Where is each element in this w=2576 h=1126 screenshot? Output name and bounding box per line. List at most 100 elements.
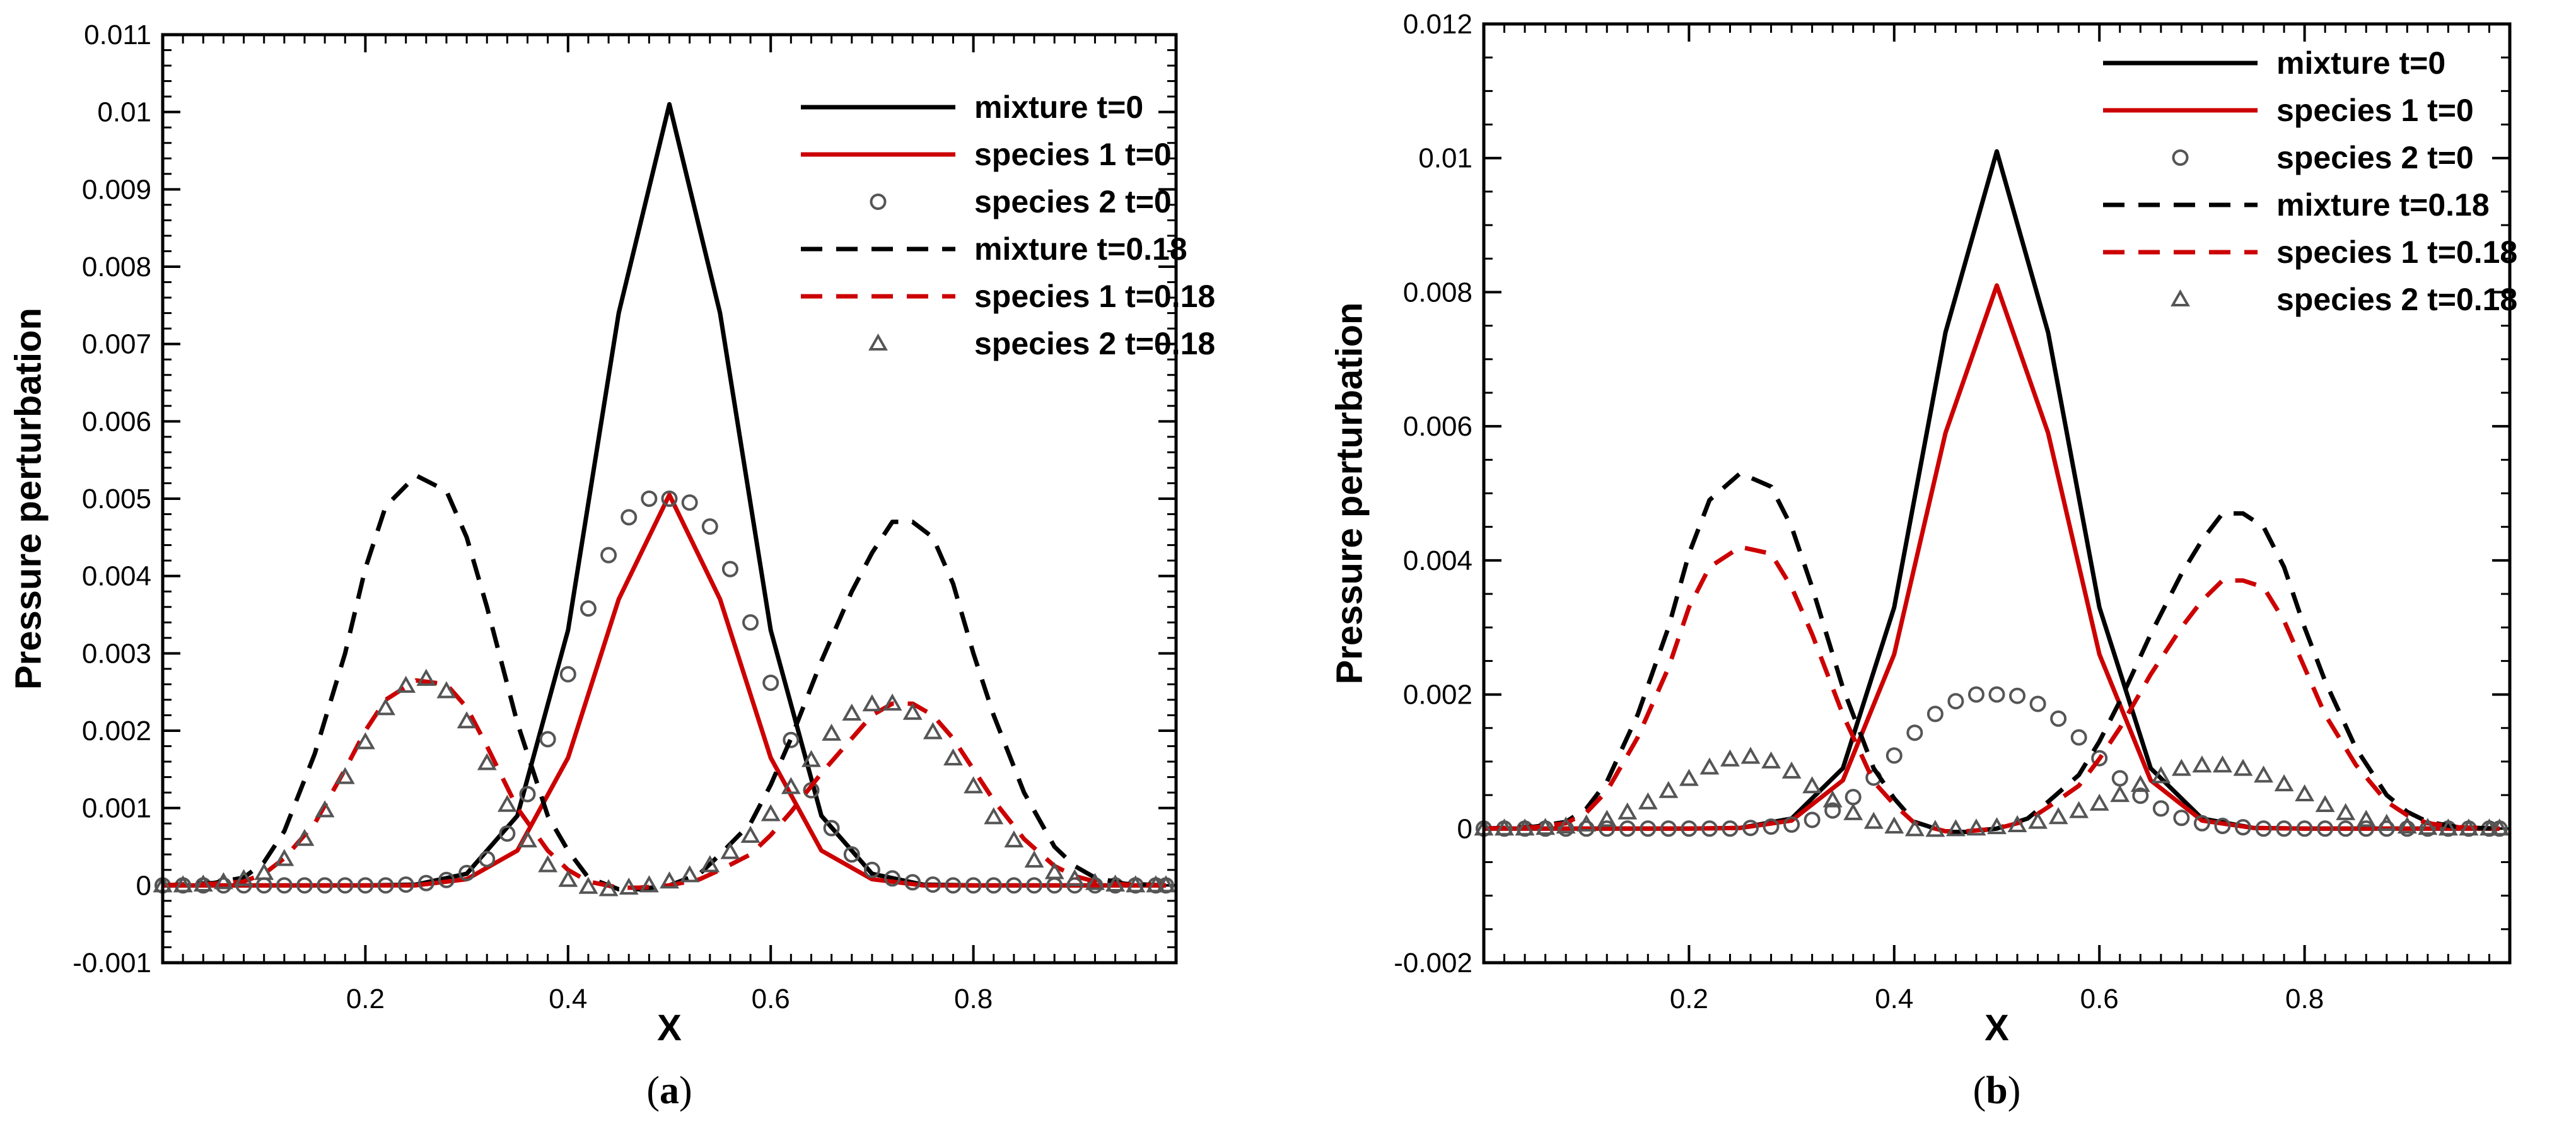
data-point-circle <box>2358 820 2375 837</box>
panel-label-b: (b) <box>1973 1069 2021 1112</box>
data-point-circle <box>539 731 556 748</box>
data-point-triangle <box>1576 814 1597 832</box>
data-point-triangle <box>254 862 274 880</box>
data-point-circle <box>701 518 718 535</box>
x-tick-label: 0.6 <box>2080 984 2119 1014</box>
data-point-triangle <box>2336 803 2356 820</box>
data-point-triangle <box>1843 803 1863 820</box>
data-point-circle <box>2132 787 2149 804</box>
data-point-triangle <box>740 825 761 843</box>
series-mixture-t-0-18 <box>162 473 1167 891</box>
data-point-triangle <box>1638 792 1658 810</box>
legend-item: species 2 t=0 <box>870 184 1172 219</box>
y-tick-label: 0 <box>1457 813 1472 844</box>
data-point-circle <box>1660 820 1677 837</box>
data-point-triangle <box>923 722 943 740</box>
data-point-triangle <box>2171 758 2191 776</box>
data-point-circle <box>2234 819 2251 836</box>
data-point-triangle <box>1597 810 1617 827</box>
data-point-triangle <box>2048 807 2068 825</box>
data-point-circle <box>1885 747 1903 764</box>
data-point-triangle <box>1720 749 1740 767</box>
data-point-triangle <box>1146 875 1166 893</box>
data-point-triangle <box>193 874 213 892</box>
data-point-circle <box>965 877 982 894</box>
data-point-triangle <box>2418 818 2438 835</box>
data-point-circle <box>904 874 921 891</box>
data-point-circle <box>1619 820 1636 837</box>
y-tick-label: 0.008 <box>1403 277 1472 308</box>
panel-letter-a: a <box>660 1069 679 1112</box>
data-point-triangle <box>2356 810 2376 827</box>
data-point-circle <box>621 509 638 526</box>
legend-item: species 1 t=0.18 <box>2103 235 2517 270</box>
legend-item: species 1 t=0 <box>2103 93 2474 128</box>
data-point-triangle <box>1556 816 1576 834</box>
data-point-triangle <box>660 871 679 889</box>
series-layer-b <box>1474 149 2510 837</box>
data-point-circle <box>499 825 516 842</box>
y-tick-label: -0.002 <box>1394 948 1472 978</box>
series-species-1-t-0-18 <box>162 678 1166 890</box>
series-species-2-t-0 <box>154 490 1174 894</box>
y-tick-label: 0.001 <box>82 793 151 824</box>
data-point-triangle <box>2028 811 2048 829</box>
data-point-circle <box>458 864 475 881</box>
data-point-triangle <box>2274 774 2294 792</box>
data-point-circle <box>1701 820 1718 837</box>
data-point-triangle <box>497 794 517 812</box>
y-axis-title-a: Pressure perturbation <box>8 308 49 690</box>
data-point-triangle <box>2490 818 2510 836</box>
y-tick-label: 0.007 <box>82 329 151 360</box>
legend-item: mixture t=0 <box>801 90 1143 125</box>
data-point-triangle <box>376 698 395 716</box>
legend-item: species 2 t=0 <box>2172 140 2474 175</box>
data-point-triangle <box>1740 746 1761 764</box>
data-point-circle <box>2399 820 2416 837</box>
data-point-triangle <box>761 804 781 821</box>
data-point-triangle <box>801 750 821 767</box>
legend-item: mixture t=0.18 <box>2103 187 2490 223</box>
data-point-circle <box>1005 877 1022 894</box>
legend-item: species 2 t=0.18 <box>868 326 1215 361</box>
legend-label: species 2 t=0.18 <box>2276 282 2517 317</box>
data-point-triangle <box>2130 775 2150 792</box>
data-point-circle <box>337 877 354 894</box>
legend-swatch <box>2172 149 2189 166</box>
data-point-circle <box>2070 729 2087 746</box>
legend-label: species 1 t=0.18 <box>2276 235 2517 270</box>
data-point-triangle <box>1863 811 1884 829</box>
legend-swatch <box>868 333 888 351</box>
data-point-circle <box>1640 820 1657 837</box>
data-point-circle <box>1804 811 1821 828</box>
x-tick-label: 0.2 <box>346 984 385 1014</box>
data-point-circle <box>843 846 860 863</box>
data-point-triangle <box>1536 818 1556 835</box>
legend-item: species 1 t=0 <box>801 137 1172 172</box>
data-point-triangle <box>1679 769 1699 786</box>
legend-item: species 1 t=0.18 <box>801 279 1215 314</box>
data-point-triangle <box>2192 755 2212 773</box>
data-point-triangle <box>558 869 578 887</box>
plot-frame-b <box>1482 22 2512 965</box>
data-point-triangle <box>720 842 740 859</box>
data-point-circle <box>1722 820 1739 837</box>
data-point-triangle <box>173 875 193 893</box>
data-point-circle <box>2255 820 2272 837</box>
x-tick-labels-a: 0.2 0.4 0.6 0.8 <box>346 984 993 1014</box>
data-point-triangle <box>1781 761 1802 779</box>
data-point-triangle <box>213 872 233 890</box>
data-point-triangle <box>1822 790 1843 808</box>
plot-frame-a <box>161 33 1178 965</box>
y-tick-label: 0.011 <box>84 20 151 50</box>
legend-label: species 1 t=0.18 <box>974 279 1215 314</box>
x-tick-label: 0.6 <box>752 984 790 1014</box>
data-point-triangle <box>416 668 436 686</box>
data-point-triangle <box>2089 793 2109 811</box>
data-point-triangle <box>396 675 416 693</box>
data-point-triangle <box>2254 765 2273 783</box>
series-species-1-t-0 <box>1484 283 2500 831</box>
data-point-triangle <box>882 694 902 711</box>
data-point-circle <box>519 786 536 803</box>
data-point-triangle <box>822 723 842 741</box>
